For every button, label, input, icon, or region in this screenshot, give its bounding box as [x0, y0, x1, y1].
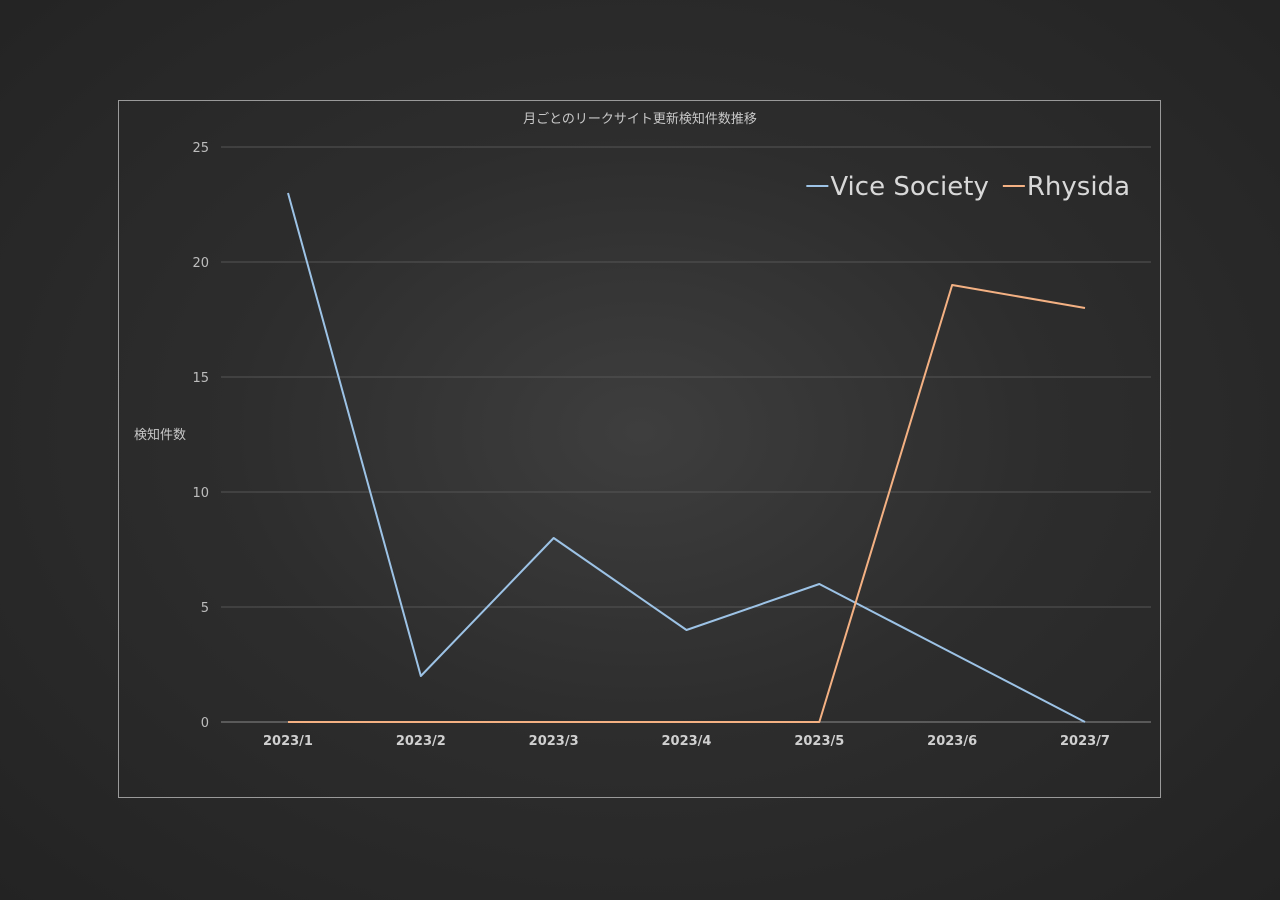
series-lines [287, 192, 1086, 723]
y-tick-label: 10 [192, 486, 209, 501]
x-tick-label: 2023/5 [794, 734, 844, 749]
x-tick-label: 2023/2 [396, 734, 446, 749]
y-tick-label: 15 [192, 371, 209, 386]
y-axis-label: 検知件数 [134, 427, 186, 443]
chart-area [118, 100, 1161, 798]
x-tick-label: 2023/1 [263, 734, 313, 749]
x-tick-label: 2023/4 [662, 734, 712, 749]
legend-item: Rhysida [1002, 172, 1130, 202]
y-axis-ticks: 0 5 10 15 20 25 [192, 141, 209, 731]
y-tick-label: 5 [201, 601, 209, 616]
legend: Vice Society Rhysida [806, 172, 1130, 202]
x-tick-label: 2023/7 [1060, 734, 1110, 749]
y-tick-label: 20 [192, 256, 209, 271]
x-axis-ticks: 2023/1 2023/2 2023/3 2023/4 2023/5 2023/6 2023… [263, 734, 1110, 749]
y-tick-label: 25 [192, 141, 209, 156]
gridlines [221, 146, 1151, 723]
x-tick-label: 2023/6 [927, 734, 977, 749]
legend-item: Vice Society [806, 172, 989, 202]
y-tick-label: 0 [201, 716, 209, 731]
chart-title: 月ごとのリークサイト更新検知件数推移 [523, 111, 757, 127]
series-line-rhysida [288, 284, 1086, 723]
x-tick-label: 2023/3 [529, 734, 579, 749]
legend-label: Vice Society [830, 172, 989, 202]
legend-label: Rhysida [1027, 172, 1130, 202]
series-line-vice-society [287, 192, 1086, 723]
